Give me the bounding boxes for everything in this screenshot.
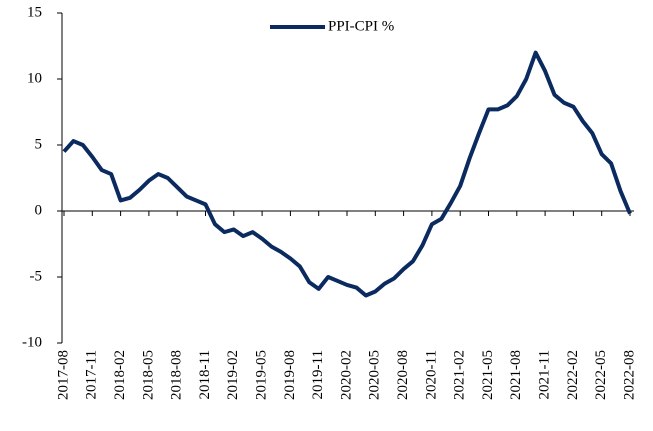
x-tick-label: 2017-08 [55,350,71,400]
x-tick-label: 2020-08 [395,350,411,400]
x-tick-label: 2021-08 [508,350,524,400]
x-tick-label: 2017-11 [84,350,100,399]
x-tick-label: 2019-11 [310,350,326,399]
x-tick-label: 2018-05 [140,350,156,400]
x-tick-label: 2022-08 [621,350,637,400]
x-tick-label: 2020-11 [423,350,439,399]
x-tick-label: 2019-08 [282,350,298,400]
y-tick-label: -5 [30,268,43,284]
x-tick-label: 2021-11 [537,350,553,399]
series-line [62,50,632,298]
x-tick-label: 2018-11 [197,350,213,399]
x-tick-label: 2018-02 [112,350,128,400]
x-tick-label: 2019-02 [225,350,241,400]
x-tick-label: 2020-02 [338,350,354,400]
legend-label: PPI-CPI % [328,18,394,34]
y-tick-label: 5 [35,136,43,152]
x-tick-label: 2021-05 [480,350,496,400]
x-tick-label: 2022-02 [565,350,581,400]
x-tick-label: 2020-05 [367,350,383,400]
x-tick-label: 2018-08 [169,350,185,400]
x-tick-label: 2021-02 [452,350,468,400]
y-tick-label: 10 [27,70,42,86]
y-tick-label: 0 [35,202,43,218]
y-tick-label: -10 [22,334,42,350]
x-tick-label: 2019-05 [254,350,270,400]
y-tick-label: 15 [27,4,42,20]
x-tick-label: 2022-05 [593,350,609,400]
